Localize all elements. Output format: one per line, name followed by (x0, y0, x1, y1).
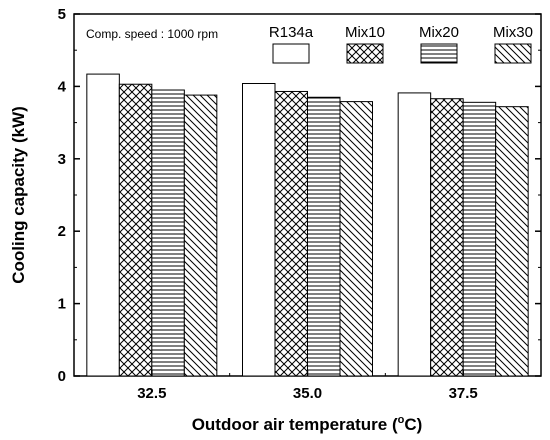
legend-label-mix30: Mix30 (493, 24, 533, 41)
legend-swatch-mix20 (420, 43, 458, 64)
x-axis-unit-c: C (404, 415, 416, 434)
bar-mix20-37_5 (462, 101, 497, 377)
bar-mix30-37_5 (495, 106, 529, 377)
x-tick-label: 32.5 (137, 385, 166, 402)
legend-swatch-mix30 (494, 43, 532, 64)
legend-label-mix10: Mix10 (345, 24, 385, 41)
x-axis-title: Outdoor air temperature (oC) (192, 414, 423, 434)
bar-mix30-32_5 (183, 94, 218, 377)
annotation-text: Comp. speed : 1000 rpm (86, 27, 218, 41)
x-axis: 32.5 35.0 37.5 (137, 370, 478, 402)
x-tick-label: 35.0 (293, 385, 322, 402)
bar-mix20-35_0 (307, 96, 341, 377)
x-tick-label: 37.5 (449, 385, 478, 402)
bar-mix10-32_5 (118, 83, 153, 377)
bars-group (86, 73, 529, 377)
y-tick-label: 1 (58, 296, 66, 313)
y-tick-label: 5 (58, 6, 66, 23)
legend-swatch-mix10 (346, 43, 384, 64)
bar-r134a-35_0 (242, 83, 276, 377)
legend-swatch-r134a (272, 43, 310, 64)
bar-mix10-37_5 (430, 98, 464, 377)
bar-mix20-32_5 (151, 89, 185, 377)
y-tick-label: 2 (58, 223, 66, 240)
bar-r134a-32_5 (86, 73, 120, 377)
legend: R134a Mix10 Mix20 Mix30 (269, 24, 533, 64)
y-tick-label: 3 (58, 151, 66, 168)
x-axis-unit-degree: o (398, 414, 405, 426)
y-tick-label: 4 (58, 78, 67, 95)
bar-mix10-35_0 (274, 90, 308, 377)
bar-mix30-35_0 (339, 101, 373, 377)
bar-r134a-37_5 (397, 92, 432, 377)
y-tick-label: 0 (58, 368, 66, 385)
x-axis-title-text: Outdoor air temperature (192, 415, 388, 434)
y-axis-title: Cooling capacity (kW) (9, 106, 28, 284)
legend-label-mix20: Mix20 (419, 24, 459, 41)
legend-label-r134a: R134a (269, 24, 314, 41)
y-axis: 0 1 2 3 4 5 (58, 6, 541, 385)
